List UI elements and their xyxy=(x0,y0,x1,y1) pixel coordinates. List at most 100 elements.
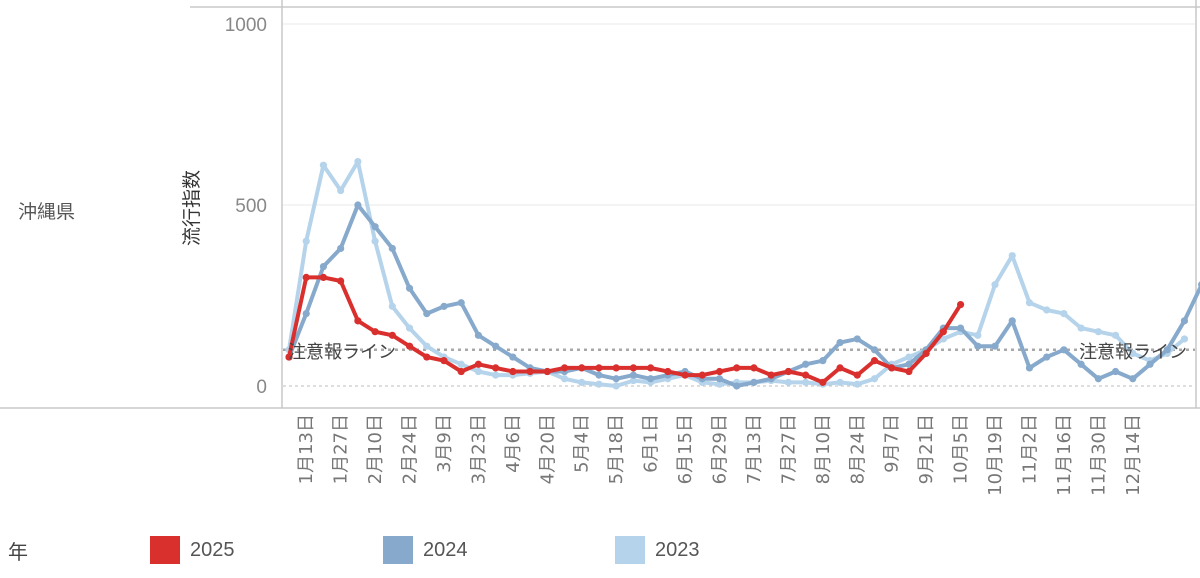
data-point[interactable] xyxy=(578,378,586,386)
data-point[interactable] xyxy=(1025,364,1034,372)
data-point[interactable] xyxy=(302,237,310,245)
data-point[interactable] xyxy=(784,378,792,386)
data-point[interactable] xyxy=(560,364,569,372)
data-point[interactable] xyxy=(285,353,293,361)
data-point[interactable] xyxy=(595,364,603,372)
data-point[interactable] xyxy=(853,335,861,343)
data-point[interactable] xyxy=(388,302,396,310)
data-point[interactable] xyxy=(388,244,396,253)
data-point[interactable] xyxy=(405,324,414,332)
data-point[interactable] xyxy=(526,367,534,376)
data-point[interactable] xyxy=(319,273,328,281)
data-point[interactable] xyxy=(1163,346,1171,354)
data-point[interactable] xyxy=(991,281,999,289)
data-point[interactable] xyxy=(853,380,861,388)
data-point[interactable] xyxy=(337,277,345,285)
data-point[interactable] xyxy=(1094,328,1102,336)
data-point[interactable] xyxy=(509,367,517,376)
data-point[interactable] xyxy=(750,364,758,372)
data-point[interactable] xyxy=(629,371,638,379)
data-point[interactable] xyxy=(870,375,879,383)
data-point[interactable] xyxy=(802,360,810,368)
data-point[interactable] xyxy=(802,371,810,379)
data-point[interactable] xyxy=(905,353,913,361)
data-point[interactable] xyxy=(423,310,431,318)
data-point[interactable] xyxy=(509,353,517,361)
data-point[interactable] xyxy=(1008,252,1016,260)
data-point[interactable] xyxy=(543,367,551,376)
data-point[interactable] xyxy=(371,223,379,231)
legend-item-2023[interactable]: 2023 xyxy=(615,536,700,564)
data-point[interactable] xyxy=(1146,360,1154,368)
data-point[interactable] xyxy=(905,360,913,368)
data-point[interactable] xyxy=(1180,335,1189,343)
data-point[interactable] xyxy=(405,284,414,292)
data-point[interactable] xyxy=(802,378,810,386)
data-point[interactable] xyxy=(474,360,483,368)
data-point[interactable] xyxy=(457,360,465,368)
data-point[interactable] xyxy=(664,367,672,376)
data-point[interactable] xyxy=(440,302,448,310)
data-point[interactable] xyxy=(492,342,500,350)
data-point[interactable] xyxy=(870,357,879,365)
data-point[interactable] xyxy=(647,364,655,372)
data-point[interactable] xyxy=(1129,349,1137,358)
data-point[interactable] xyxy=(974,331,982,339)
data-point[interactable] xyxy=(371,328,379,336)
data-point[interactable] xyxy=(681,371,689,379)
data-point[interactable] xyxy=(612,375,620,383)
data-point[interactable] xyxy=(440,357,448,365)
data-point[interactable] xyxy=(715,375,724,383)
data-point[interactable] xyxy=(1111,367,1120,376)
data-point[interactable] xyxy=(956,324,965,332)
data-point[interactable] xyxy=(733,364,741,372)
data-point[interactable] xyxy=(595,371,603,379)
data-point[interactable] xyxy=(302,310,310,318)
data-point[interactable] xyxy=(612,364,620,372)
data-point[interactable] xyxy=(1025,299,1034,307)
data-point[interactable] xyxy=(836,338,844,347)
data-point[interactable] xyxy=(715,367,724,376)
data-point[interactable] xyxy=(457,299,465,307)
data-point[interactable] xyxy=(1111,331,1120,339)
data-point[interactable] xyxy=(888,364,896,372)
data-point[interactable] xyxy=(457,367,465,376)
data-point[interactable] xyxy=(337,186,345,195)
data-point[interactable] xyxy=(939,328,947,336)
data-point[interactable] xyxy=(647,375,655,383)
data-point[interactable] xyxy=(836,364,844,372)
data-point[interactable] xyxy=(337,244,345,253)
data-point[interactable] xyxy=(595,380,603,388)
data-point[interactable] xyxy=(474,331,483,339)
data-point[interactable] xyxy=(1008,317,1016,325)
data-point[interactable] xyxy=(819,357,827,365)
data-point[interactable] xyxy=(1077,324,1085,332)
data-point[interactable] xyxy=(354,201,362,209)
data-point[interactable] xyxy=(819,378,827,386)
data-point[interactable] xyxy=(698,371,706,379)
data-point[interactable] xyxy=(836,378,844,386)
data-point[interactable] xyxy=(560,375,569,383)
data-point[interactable] xyxy=(492,371,500,379)
data-point[interactable] xyxy=(1094,375,1102,383)
data-point[interactable] xyxy=(423,342,431,350)
legend-item-2024[interactable]: 2024 xyxy=(383,536,468,564)
data-point[interactable] xyxy=(474,367,483,376)
data-point[interactable] xyxy=(853,371,861,379)
data-point[interactable] xyxy=(388,331,396,339)
data-point[interactable] xyxy=(1129,375,1137,383)
data-point[interactable] xyxy=(354,157,362,166)
data-point[interactable] xyxy=(302,273,310,281)
data-point[interactable] xyxy=(492,364,500,372)
data-point[interactable] xyxy=(1060,310,1068,318)
data-point[interactable] xyxy=(405,342,414,350)
data-point[interactable] xyxy=(767,371,775,379)
data-point[interactable] xyxy=(423,353,431,361)
data-point[interactable] xyxy=(922,349,930,358)
data-point[interactable] xyxy=(612,382,620,390)
legend-item-2025[interactable]: 2025 xyxy=(150,536,235,564)
data-point[interactable] xyxy=(991,342,999,350)
data-point[interactable] xyxy=(629,364,638,372)
data-point[interactable] xyxy=(1180,317,1189,325)
data-point[interactable] xyxy=(371,237,379,245)
